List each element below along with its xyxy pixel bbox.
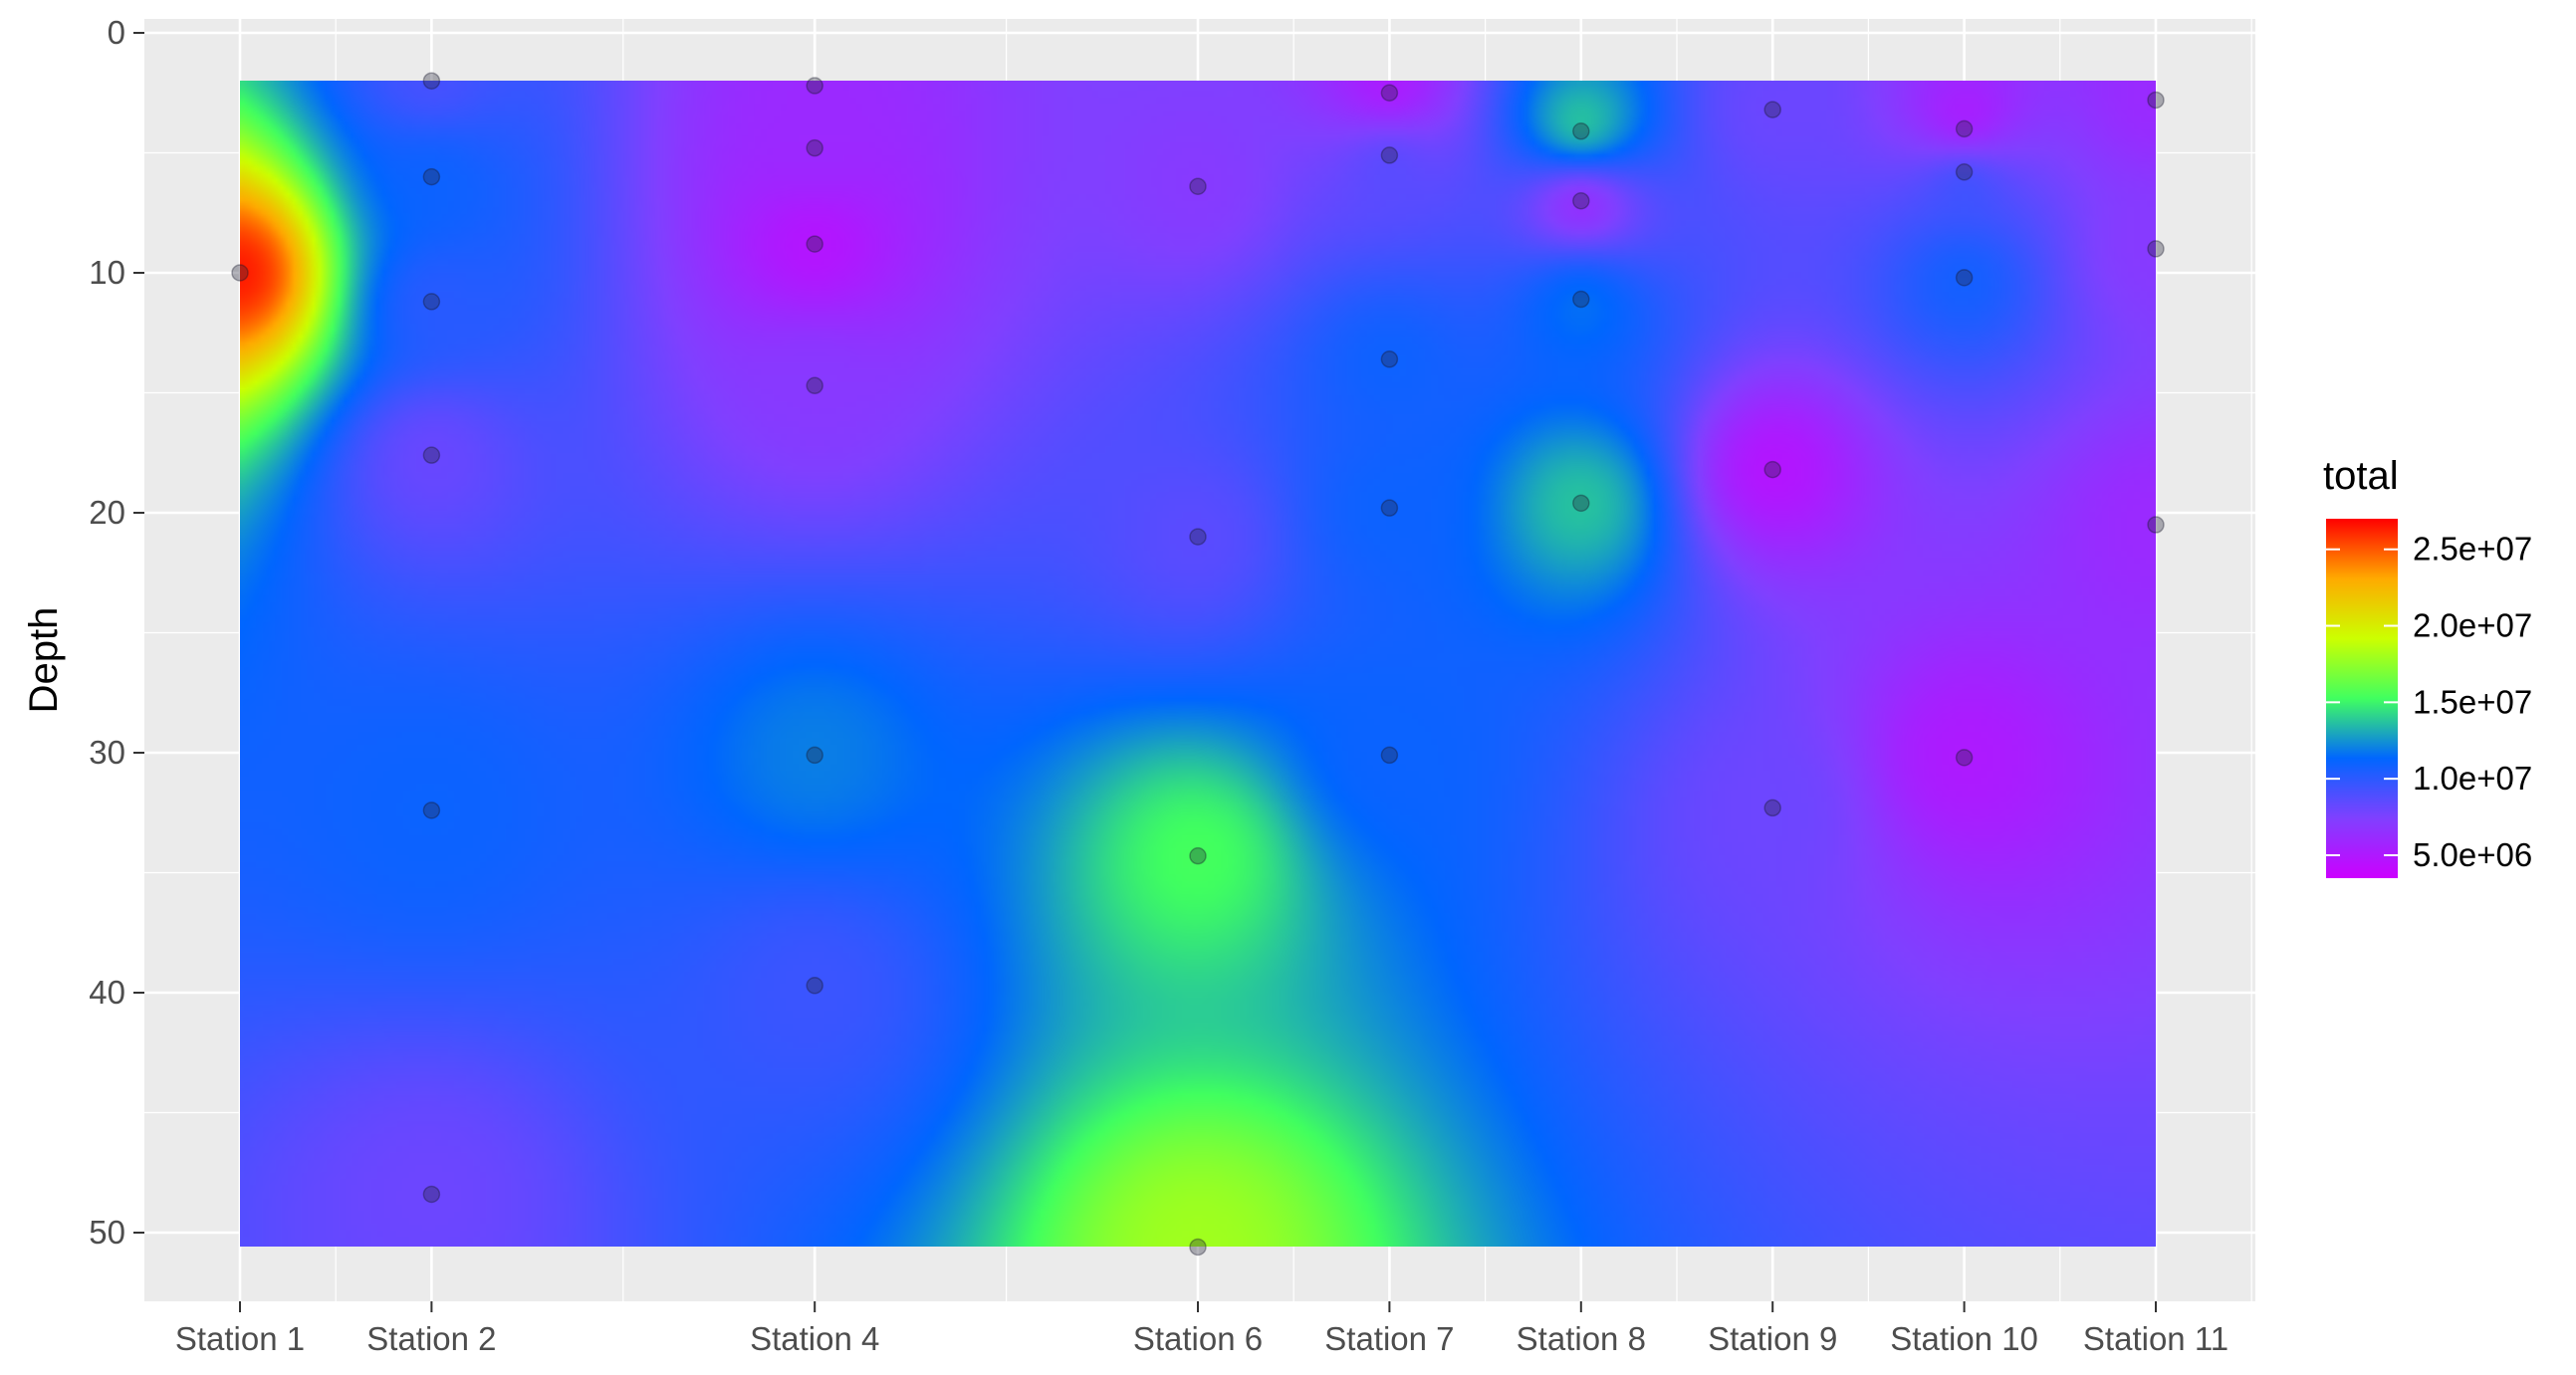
sample-point: [1189, 1238, 1207, 1257]
sample-point: [422, 802, 441, 819]
x-tick-label: Station 1: [175, 1320, 305, 1357]
fill-legend: total 2.5e+07 2.0e+07 1.5e+07 1.0e+07 5.0e+0…: [2323, 454, 2532, 878]
x-tick-label: Station 2: [366, 1320, 496, 1357]
x-axis: Station 1 Station 2 Station 4 Station 6 Stat…: [175, 1301, 2228, 1357]
sample-point: [422, 293, 441, 311]
legend-break-label: 2.0e+07: [2413, 607, 2532, 644]
sample-point: [1189, 528, 1207, 546]
sample-point: [806, 746, 823, 765]
sample-point: [1763, 799, 1781, 817]
y-tick-label: 50: [89, 1214, 125, 1251]
y-tick-label: 20: [89, 494, 125, 531]
legend-breaks: 2.5e+07 2.0e+07 1.5e+07 1.0e+07 5.0e+06: [2326, 531, 2532, 873]
sample-point: [2147, 516, 2165, 534]
sample-point: [1380, 84, 1399, 102]
sample-point: [1380, 746, 1399, 765]
sample-point: [1763, 460, 1781, 479]
sample-point: [1955, 749, 1974, 767]
sample-point: [1380, 350, 1399, 368]
sample-point: [422, 72, 441, 90]
x-tick-label: Station 8: [1517, 1320, 1646, 1357]
sample-point: [1955, 119, 1974, 138]
sample-point: [806, 376, 823, 395]
sample-point: [1380, 499, 1399, 517]
sample-point: [422, 167, 441, 186]
sample-point: [422, 446, 441, 464]
sample-point: [1380, 146, 1399, 164]
legend-title: total: [2323, 454, 2399, 498]
y-tick-label: 40: [89, 974, 125, 1011]
sample-point: [806, 977, 823, 995]
x-tick-label: Station 6: [1133, 1320, 1263, 1357]
sample-point: [1189, 177, 1207, 195]
sample-point: [1955, 163, 1974, 181]
heatmap-raster: [240, 81, 2156, 1248]
heatmap-field: [240, 81, 2156, 1248]
sample-point: [806, 77, 823, 95]
sample-point: [422, 1185, 441, 1204]
x-tick-label: Station 11: [2083, 1320, 2228, 1357]
sample-point: [1955, 269, 1974, 287]
y-axis-title: Depth: [22, 607, 66, 714]
sample-point: [1763, 101, 1781, 118]
sample-point: [1572, 122, 1590, 140]
y-tick-label: 0: [108, 14, 125, 51]
y-tick-label: 30: [89, 734, 125, 771]
sample-point: [806, 138, 823, 157]
sample-point: [1189, 846, 1207, 865]
x-tick-label: Station 9: [1708, 1320, 1837, 1357]
sample-points: [231, 72, 2165, 1257]
x-tick-label: Station 10: [1890, 1320, 2038, 1357]
legend-colorbar: [2326, 519, 2398, 878]
legend-break-label: 1.0e+07: [2413, 760, 2532, 797]
y-axis: 0 10 20 30 40 50: [89, 14, 144, 1251]
sample-point: [1572, 290, 1590, 309]
legend-break-label: 2.5e+07: [2413, 531, 2532, 568]
sample-point: [2147, 91, 2165, 110]
x-tick-label: Station 7: [1324, 1320, 1454, 1357]
y-tick-label: 10: [89, 254, 125, 291]
sample-point: [1572, 191, 1590, 210]
legend-break-label: 5.0e+06: [2413, 836, 2532, 873]
sample-point: [806, 235, 823, 253]
sample-point: [231, 264, 249, 282]
x-tick-label: Station 4: [750, 1320, 879, 1357]
legend-break-label: 1.5e+07: [2413, 683, 2532, 720]
sample-point: [2147, 240, 2165, 258]
sample-point: [1572, 494, 1590, 513]
